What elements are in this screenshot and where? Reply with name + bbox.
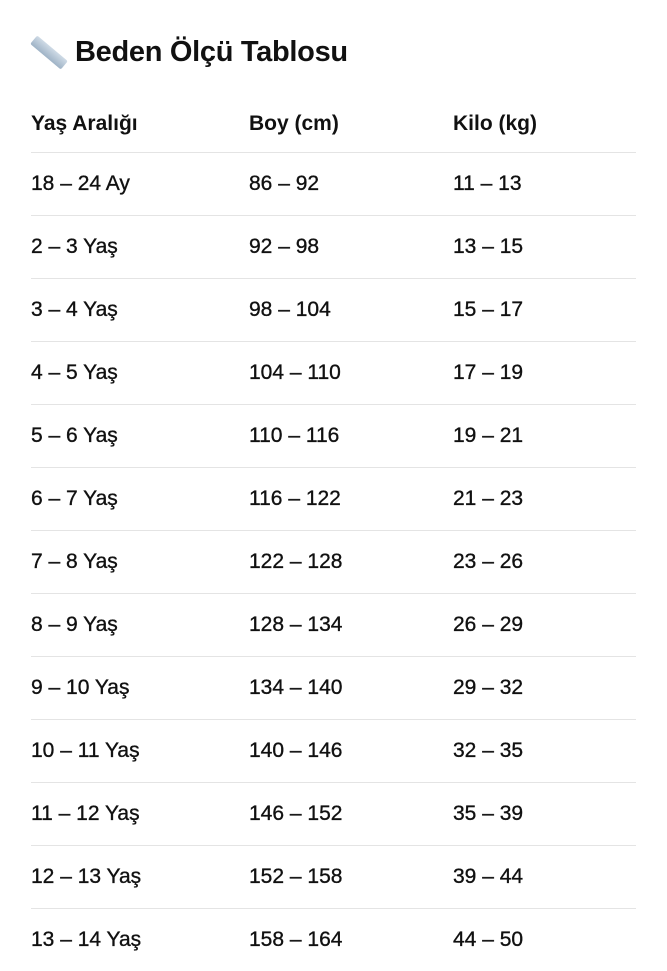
header-age-range: Yaş Aralığı (31, 96, 249, 153)
cell-height: 92 – 98 (249, 216, 453, 279)
cell-weight: 19 – 21 (453, 405, 636, 468)
cell-height: 140 – 146 (249, 720, 453, 783)
cell-weight: 39 – 44 (453, 846, 636, 909)
page-title-text: Beden Ölçü Tablosu (75, 36, 348, 69)
cell-height: 116 – 122 (249, 468, 453, 531)
cell-height: 86 – 92 (249, 153, 453, 216)
cell-weight: 26 – 29 (453, 594, 636, 657)
size-chart-table: Yaş Aralığı Boy (cm) Kilo (kg) 18 – 24 A… (31, 96, 636, 971)
cell-height: 158 – 164 (249, 909, 453, 971)
cell-weight: 15 – 17 (453, 279, 636, 342)
cell-height: 98 – 104 (249, 279, 453, 342)
cell-age-range: 6 – 7 Yaş (31, 468, 249, 531)
cell-height: 110 – 116 (249, 405, 453, 468)
cell-age-range: 10 – 11 Yaş (31, 720, 249, 783)
cell-height: 146 – 152 (249, 783, 453, 846)
cell-height: 134 – 140 (249, 657, 453, 720)
cell-weight: 35 – 39 (453, 783, 636, 846)
cell-age-range: 7 – 8 Yaş (31, 531, 249, 594)
cell-age-range: 5 – 6 Yaş (31, 405, 249, 468)
cell-weight: 29 – 32 (453, 657, 636, 720)
header-weight: Kilo (kg) (453, 96, 636, 153)
cell-height: 152 – 158 (249, 846, 453, 909)
straight-ruler-icon (31, 35, 65, 69)
cell-age-range: 3 – 4 Yaş (31, 279, 249, 342)
cell-age-range: 11 – 12 Yaş (31, 783, 249, 846)
cell-age-range: 9 – 10 Yaş (31, 657, 249, 720)
cell-height: 128 – 134 (249, 594, 453, 657)
cell-height: 122 – 128 (249, 531, 453, 594)
header-height: Boy (cm) (249, 96, 453, 153)
cell-weight: 23 – 26 (453, 531, 636, 594)
cell-height: 104 – 110 (249, 342, 453, 405)
cell-weight: 11 – 13 (453, 153, 636, 216)
cell-weight: 13 – 15 (453, 216, 636, 279)
cell-age-range: 2 – 3 Yaş (31, 216, 249, 279)
page-title: Beden Ölçü Tablosu (31, 32, 348, 72)
cell-age-range: 12 – 13 Yaş (31, 846, 249, 909)
cell-weight: 21 – 23 (453, 468, 636, 531)
table-header-row: Yaş Aralığı Boy (cm) Kilo (kg) (31, 96, 636, 153)
cell-age-range: 18 – 24 Ay (31, 153, 249, 216)
cell-weight: 32 – 35 (453, 720, 636, 783)
cell-weight: 44 – 50 (453, 909, 636, 971)
cell-age-range: 13 – 14 Yaş (31, 909, 249, 971)
cell-age-range: 4 – 5 Yaş (31, 342, 249, 405)
cell-weight: 17 – 19 (453, 342, 636, 405)
cell-age-range: 8 – 9 Yaş (31, 594, 249, 657)
